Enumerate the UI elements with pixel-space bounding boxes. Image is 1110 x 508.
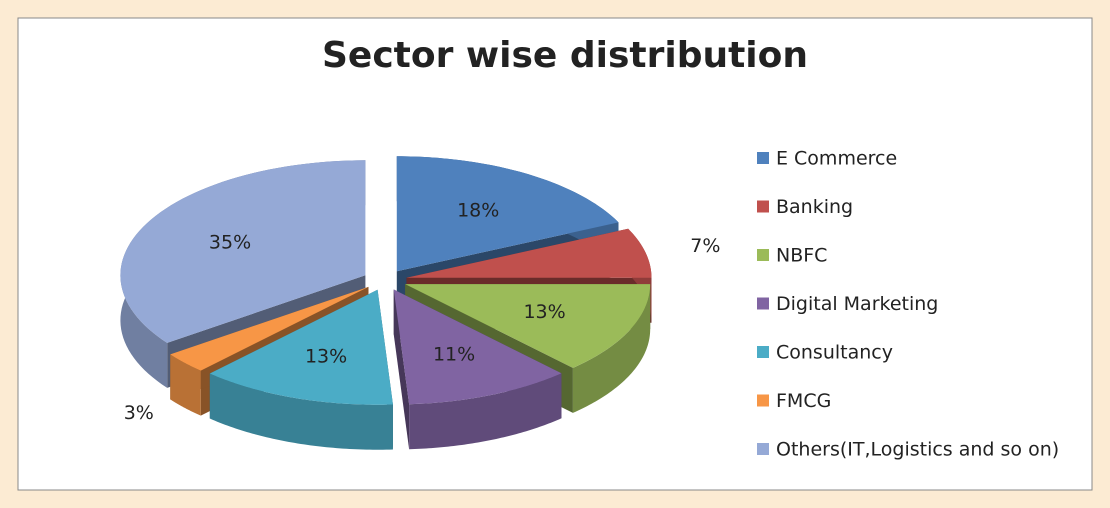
slice-wall	[572, 284, 651, 413]
data-label: 35%	[209, 231, 251, 253]
legend-swatch	[757, 346, 769, 358]
legend-swatch	[757, 249, 769, 261]
slice-top	[405, 284, 651, 368]
slice-wall	[409, 373, 562, 450]
slice-top	[209, 289, 393, 405]
slice-top	[120, 160, 366, 343]
slice-top	[170, 286, 369, 371]
legend-swatch	[757, 152, 769, 164]
legend-swatch	[757, 394, 769, 407]
legend-label: Others(IT,Logistics and so on)	[776, 439, 1059, 461]
slice-side	[393, 289, 410, 450]
data-label: 7%	[690, 235, 720, 257]
legend-label: NBFC	[776, 245, 827, 267]
legend-label: Digital Marketing	[776, 293, 938, 315]
slice-top	[406, 228, 652, 278]
slice-top	[393, 289, 562, 405]
slice	[393, 289, 562, 450]
slice-wall	[170, 354, 201, 416]
legend-label: Consultancy	[776, 342, 893, 364]
slice	[209, 289, 393, 450]
legend-label: Banking	[776, 196, 853, 218]
legend-swatch	[757, 297, 769, 310]
data-label: 13%	[305, 345, 347, 367]
legend-swatch	[757, 200, 769, 213]
data-label: 11%	[433, 343, 475, 365]
legend-label: E Commerce	[776, 148, 897, 170]
legend-label: FMCG	[776, 390, 831, 412]
data-label: 13%	[523, 301, 565, 323]
slice-wall	[209, 373, 393, 450]
slice-top	[396, 156, 619, 272]
legend-swatch	[757, 443, 769, 455]
chart-title: Sector wise distribution	[322, 35, 808, 76]
data-label: 18%	[457, 200, 499, 222]
data-label: 3%	[124, 402, 154, 424]
